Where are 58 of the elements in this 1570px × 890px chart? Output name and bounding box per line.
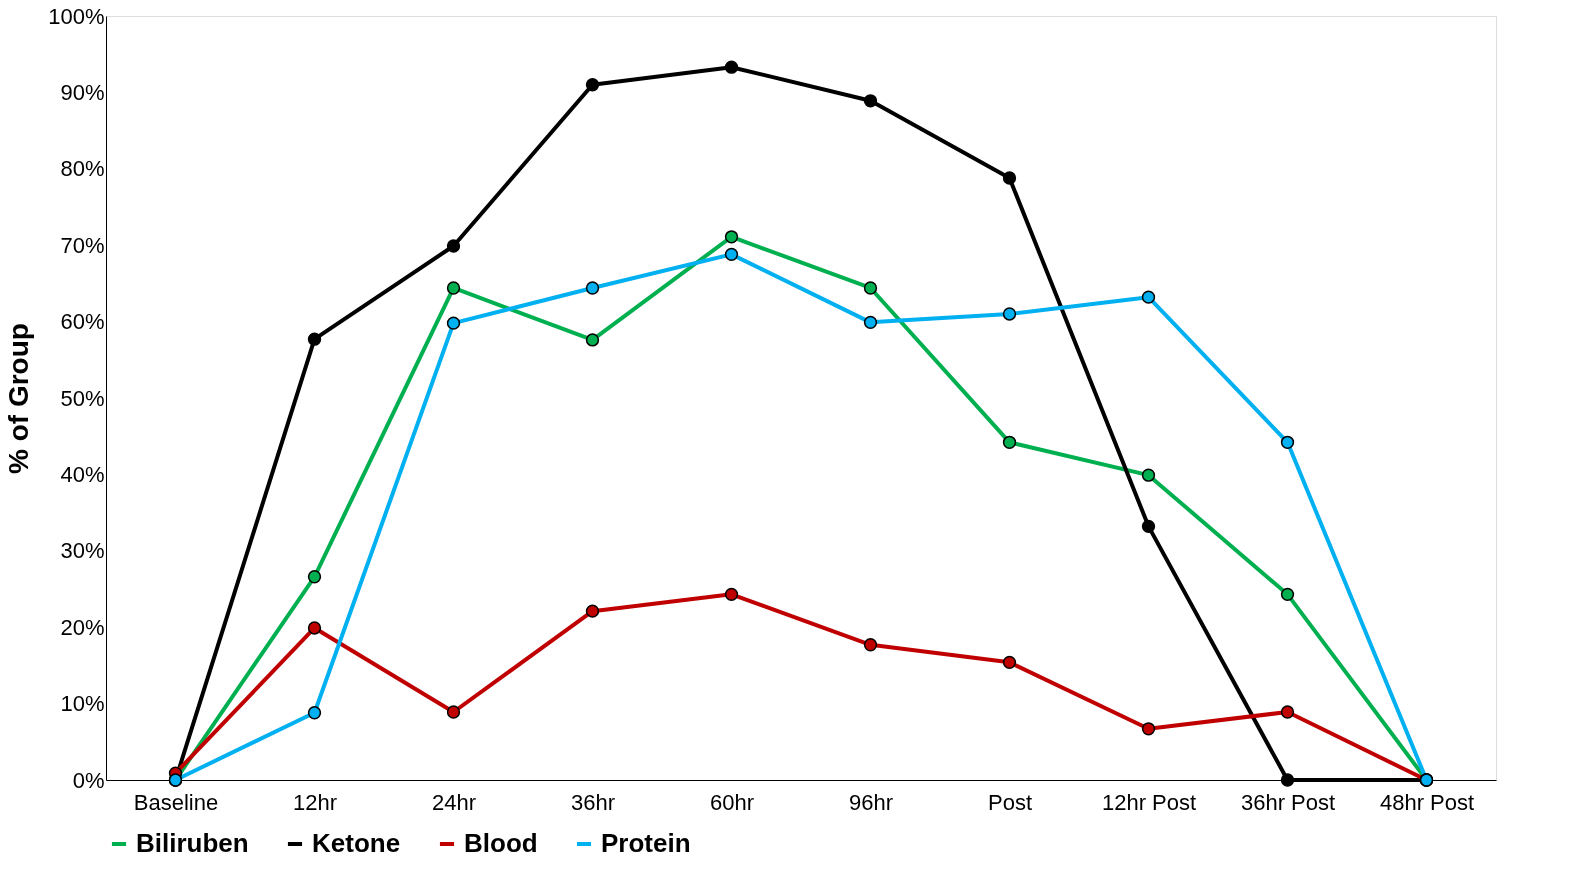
y-tick-label: 80% xyxy=(60,156,105,182)
legend-label: Biliruben xyxy=(136,828,249,858)
point xyxy=(1141,290,1156,304)
point xyxy=(446,281,461,295)
point xyxy=(307,621,322,635)
point xyxy=(1280,435,1295,449)
point xyxy=(1002,171,1017,185)
point xyxy=(307,570,322,584)
x-tick-label: 12hr xyxy=(292,789,338,815)
point xyxy=(1280,705,1295,719)
point xyxy=(585,281,600,295)
point xyxy=(1280,587,1295,601)
point xyxy=(1002,655,1017,669)
x-tick-label: Baseline xyxy=(133,789,219,815)
point xyxy=(585,604,600,618)
point xyxy=(863,638,878,652)
legend-label: Ketone xyxy=(312,828,401,858)
y-tick-label: 40% xyxy=(60,461,105,487)
legend-label: Blood xyxy=(464,828,538,858)
point xyxy=(1002,307,1017,321)
point xyxy=(446,316,461,330)
point xyxy=(307,706,322,720)
point xyxy=(724,587,739,601)
y-tick-label: 50% xyxy=(60,385,105,411)
y-tick-label: 30% xyxy=(60,538,105,564)
x-tick-label: 24hr xyxy=(431,789,477,815)
point xyxy=(724,247,739,262)
y-tick-label: 10% xyxy=(60,691,105,717)
x-tick-label: Post xyxy=(987,789,1033,815)
point xyxy=(1141,468,1156,482)
point xyxy=(724,230,739,244)
point xyxy=(446,705,461,719)
y-tick-label: 90% xyxy=(60,79,105,105)
x-tick-label: 36hr xyxy=(570,789,616,815)
point xyxy=(863,315,878,330)
x-tick-label: 12hr Post xyxy=(1101,789,1197,815)
y-tick-label: 20% xyxy=(60,614,105,640)
x-tick-label: 60hr xyxy=(709,789,755,815)
x-tick-label: 48hr Post xyxy=(1379,789,1475,815)
point xyxy=(307,332,322,346)
point xyxy=(1002,435,1017,449)
point xyxy=(1141,722,1156,736)
y-tick-label: 0% xyxy=(72,767,105,793)
point xyxy=(1280,773,1295,787)
y-tick-label: 70% xyxy=(60,232,105,258)
point xyxy=(863,281,878,295)
point xyxy=(1141,519,1156,534)
point xyxy=(446,239,461,253)
y-tick-label: 100% xyxy=(48,3,105,29)
y-axis-title: % of Group xyxy=(3,323,35,474)
x-tick-label: 36hr Post xyxy=(1240,789,1336,815)
point xyxy=(585,78,600,92)
point xyxy=(863,94,878,108)
point xyxy=(585,333,600,347)
point xyxy=(724,60,739,74)
legend-label: Protein xyxy=(601,828,691,858)
x-tick-label: 96hr xyxy=(848,789,894,815)
y-tick-label: 60% xyxy=(60,309,105,335)
